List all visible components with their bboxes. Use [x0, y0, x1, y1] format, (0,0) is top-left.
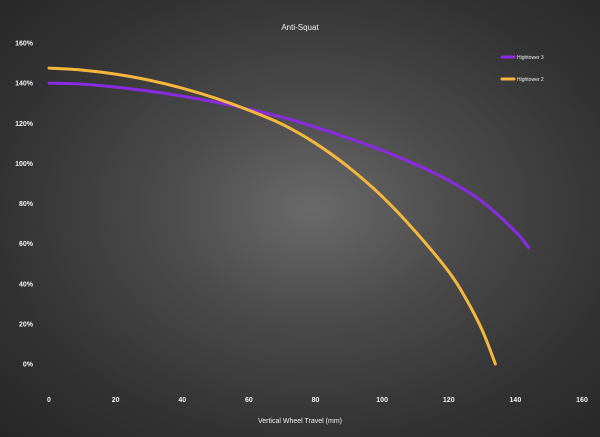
x-axis-title: Vertical Wheel Travel (mm): [258, 418, 342, 425]
chart-title: Anti-Squat: [281, 23, 319, 32]
series-line-1: [47, 81, 531, 250]
y-tick-label: 120%: [15, 121, 34, 128]
x-tick-label: 140: [510, 397, 522, 404]
x-tick-label: 80: [312, 397, 320, 404]
x-tick-label: 20: [112, 397, 120, 404]
legend: Hightower 3 Hightower 2: [500, 55, 544, 83]
series-line-2: [47, 66, 497, 366]
y-tick-label: 40%: [19, 281, 34, 288]
x-tick-label: 100: [376, 397, 388, 404]
y-tick-label: 140%: [15, 81, 34, 88]
x-tick-label: 60: [245, 397, 253, 404]
y-axis-ticks: 0% 20% 40% 60% 80% 100% 120% 140% 160%: [15, 41, 34, 369]
legend-label: Hightower 2: [517, 77, 544, 83]
y-tick-label: 60%: [19, 241, 34, 248]
x-tick-label: 120: [443, 397, 455, 404]
series-lines: [47, 66, 531, 366]
y-tick-label: 160%: [15, 41, 34, 48]
y-tick-label: 100%: [15, 161, 34, 168]
legend-label: Hightower 3: [517, 55, 544, 61]
y-tick-label: 20%: [19, 321, 34, 328]
y-tick-label: 80%: [19, 201, 34, 208]
x-tick-label: 160: [576, 397, 588, 404]
x-tick-label: 40: [178, 397, 186, 404]
x-axis-ticks: 0 20 40 60 80 100 120 140 160: [47, 397, 588, 404]
x-tick-label: 0: [47, 397, 51, 404]
y-tick-label: 0%: [23, 362, 34, 369]
